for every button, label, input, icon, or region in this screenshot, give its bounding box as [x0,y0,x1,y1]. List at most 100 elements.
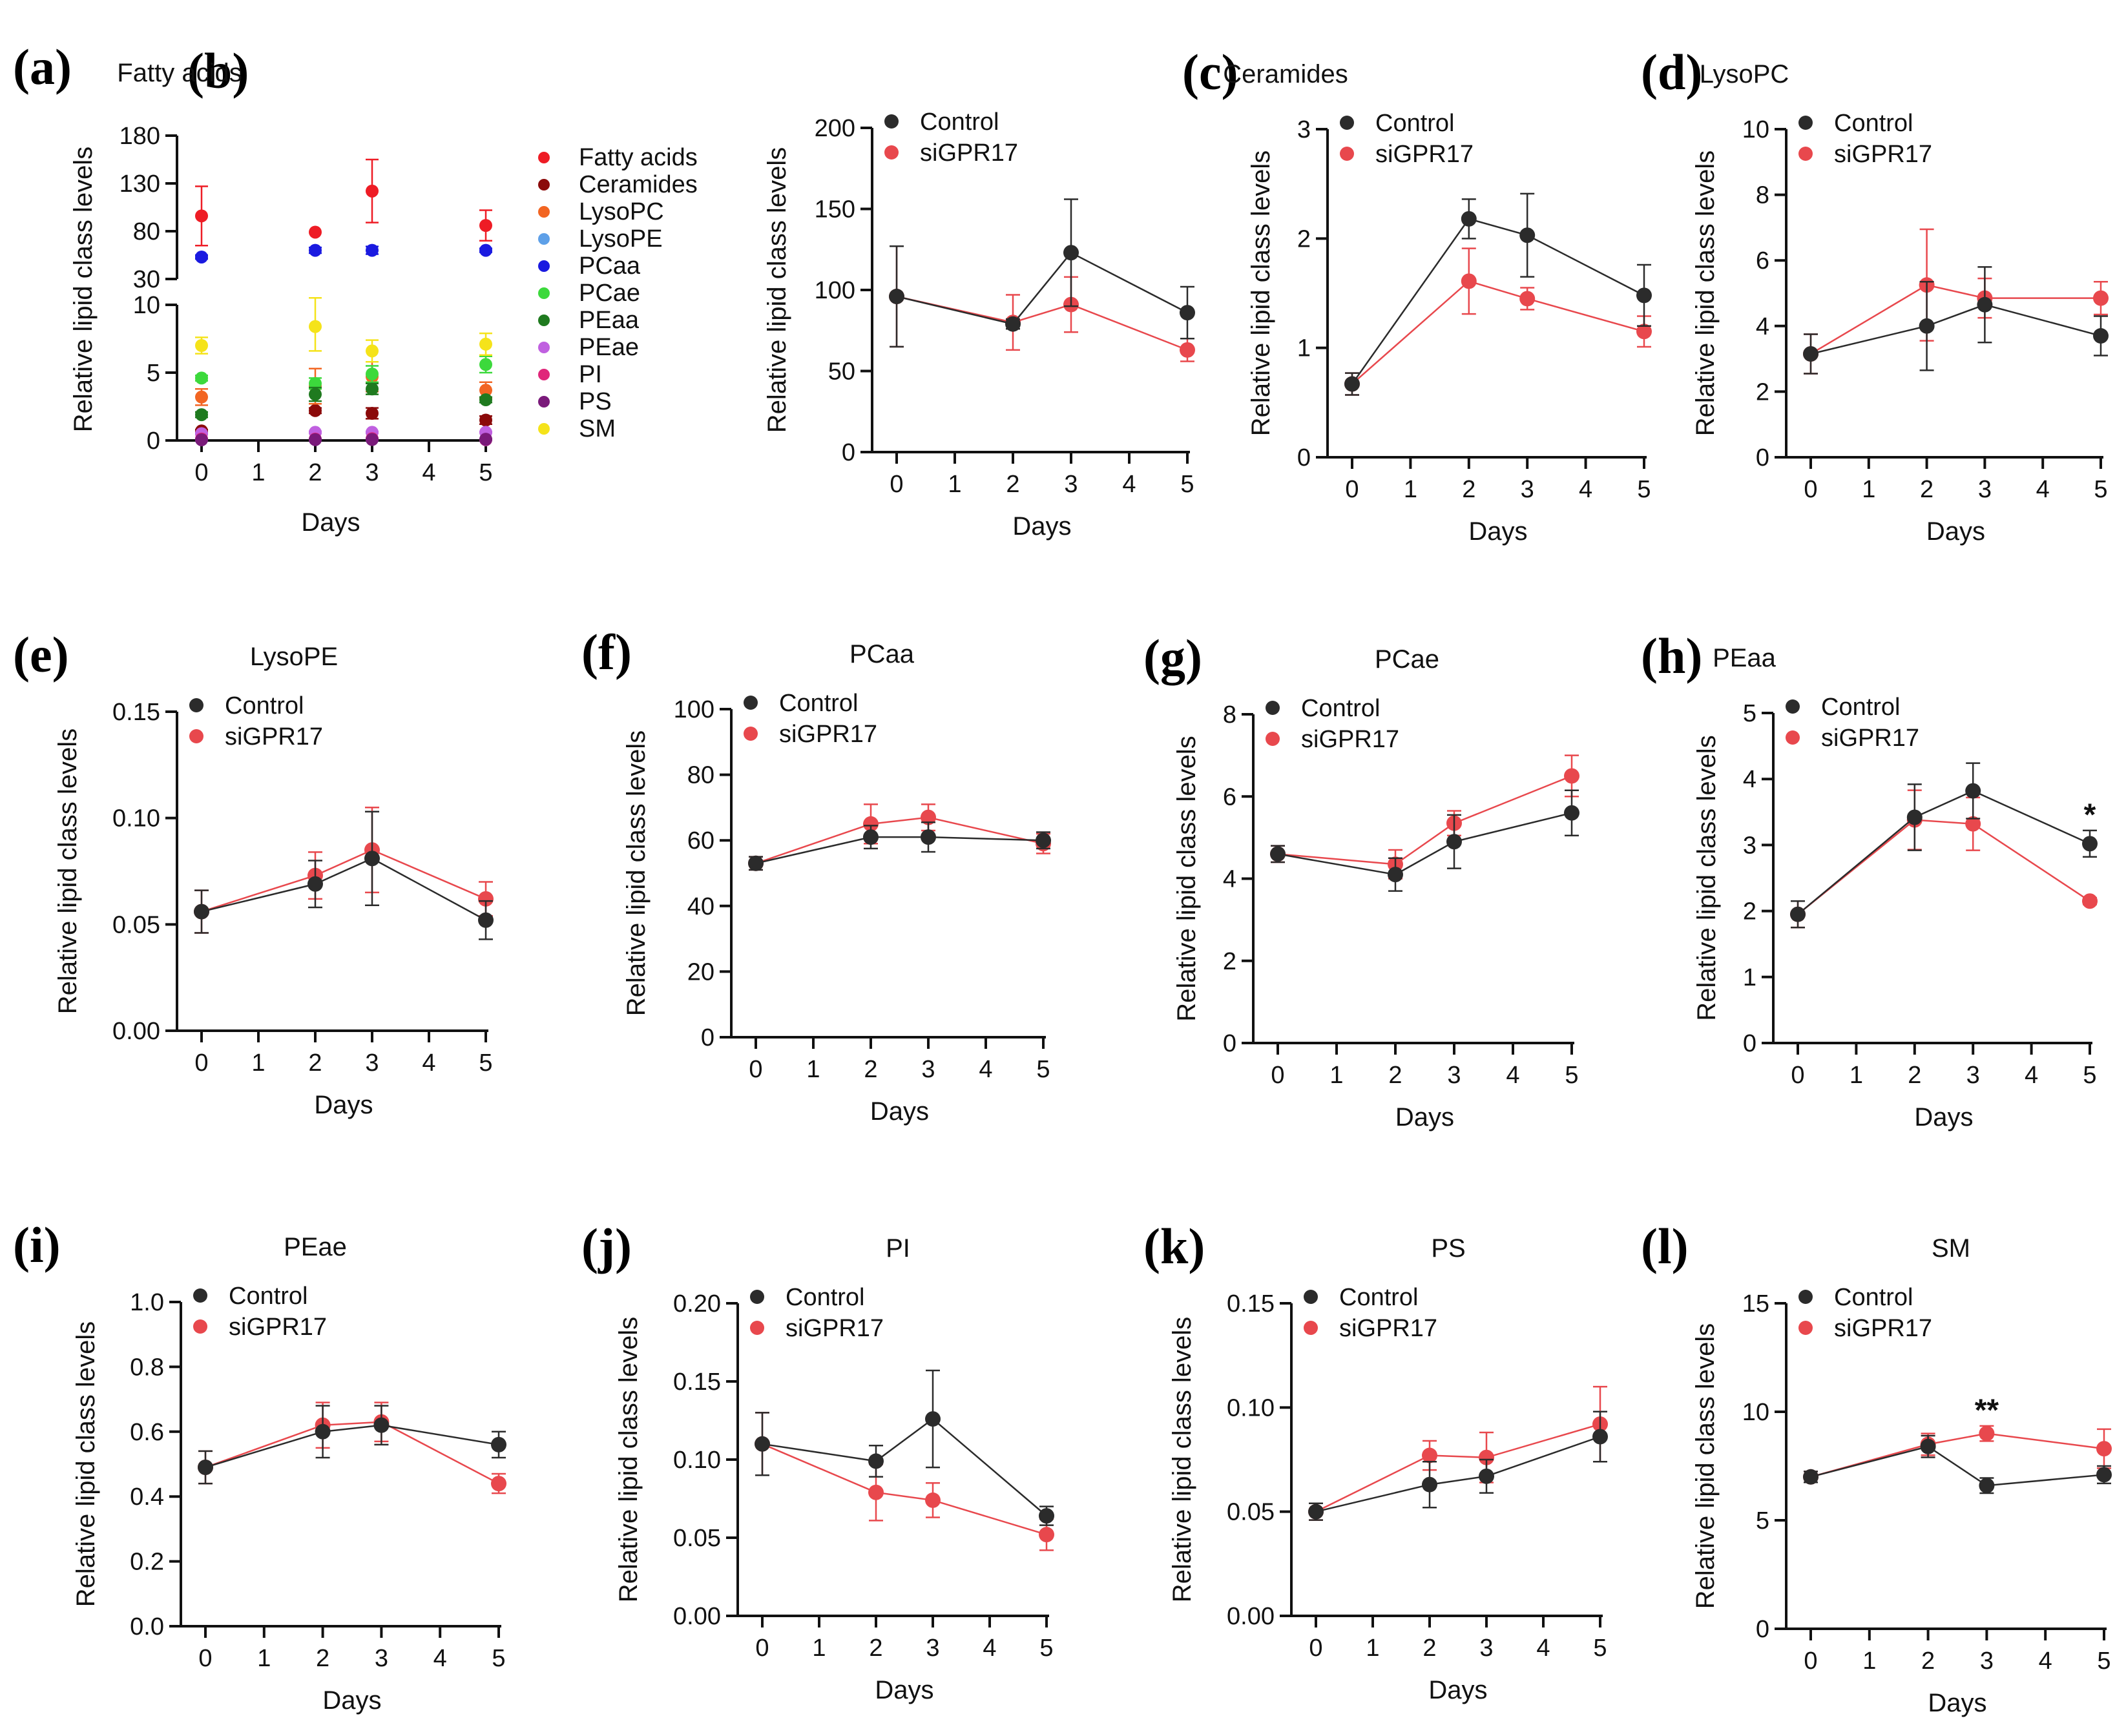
x-tick-label: 0 [755,1635,769,1662]
x-tick-label: 0 [749,1056,762,1083]
panel-letter: (j) [581,1218,632,1274]
x-tick-label: 0 [1271,1062,1284,1089]
y-tick-label: 2 [1223,948,1236,975]
legend-label: siGPR17 [1375,141,1474,168]
panel-title: PI [886,1234,910,1263]
x-tick-label: 3 [375,1645,388,1672]
data-point [1906,809,1923,825]
data-point [309,433,322,446]
y-tick-label: 2 [1297,225,1311,253]
y-tick-label: 0 [842,439,855,466]
y-axis-label: Relative lipid class levels [69,147,98,432]
panel-a: (a) 30 80 130 180 0 5 10 0 1 2 3 4 5 Days Relative lipi… [13,39,698,537]
y-tick-label: 3 [1297,116,1311,143]
y-tick-label: 0 [1223,1030,1236,1057]
x-tick-label: 5 [1036,1056,1050,1083]
data-point [309,388,322,401]
y-axis-label: Relative lipid class levels [72,1321,100,1607]
legend-label: LysoPC [579,198,664,225]
series-line [1277,775,1572,865]
y-axis-label: Relative lipid class levels [763,147,791,433]
data-point [309,377,322,390]
data-point [863,829,879,845]
x-axis-label: Days [1914,1103,1973,1132]
data-point [479,219,492,232]
x-tick-label: 3 [1479,1635,1493,1662]
y-tick-label: 0.05 [112,911,160,938]
data-point [309,225,322,239]
legend-marker [884,145,899,160]
y-tick-label: 2 [1756,378,1769,406]
panel-letter: (f) [581,624,632,680]
legend-marker [750,1290,764,1304]
data-point [1063,245,1079,261]
panel-letter: (i) [13,1217,61,1273]
data-point [921,809,936,825]
x-tick-label: 1 [1329,1062,1343,1089]
y-tick-label: 3 [1743,832,1756,859]
legend-label: PS [579,388,612,415]
legend-marker [744,696,758,710]
legend-marker [538,369,550,380]
x-tick-label: 5 [492,1645,505,1672]
legend-marker [193,1319,207,1334]
data-point [479,433,492,446]
data-point [1636,287,1652,304]
panel-j: (j) PI 0.00 0.05 0.10 0.15 0.20 0 1 2 3 4 5 Days Relat… [581,1218,1054,1704]
x-tick-label: 1 [1862,476,1875,503]
data-point [1979,1425,1995,1442]
x-axis-label: Days [1468,517,1527,546]
panel-letter: (l) [1641,1218,1689,1274]
x-tick-label: 5 [2097,1648,2110,1675]
legend-label: siGPR17 [786,1315,884,1342]
data-point [1461,273,1477,289]
y-tick-label: 0.6 [130,1419,164,1446]
data-point [309,404,322,417]
x-tick-label: 2 [1388,1062,1402,1089]
data-point [1803,1469,1819,1485]
series-line [205,1421,499,1485]
y-tick-label: 0.20 [673,1290,721,1318]
panel-letter: (g) [1143,629,1202,685]
panel-letter: (a) [13,39,72,95]
data-point [478,912,494,928]
x-axis-label: Days [1926,517,1985,546]
y-tick-label: 5 [147,360,160,387]
x-tick-label: 2 [1423,1635,1436,1662]
data-point [195,339,208,352]
y-axis-label: Relative lipid class levels [1247,150,1275,436]
legend-label: siGPR17 [225,723,323,750]
x-axis-label: Days [870,1097,929,1126]
series-sigpr17 [755,1412,1054,1551]
legend-label: Control [1834,1284,1913,1311]
x-tick-label: 5 [2083,1062,2096,1089]
legend-label: SM [579,415,616,442]
legend-label: Control [920,108,999,136]
x-tick-label: 1 [812,1635,826,1662]
data-point [2096,1467,2112,1483]
y-axis-label: Relative lipid class levels [1693,735,1721,1020]
x-tick-label: 4 [1506,1062,1519,1089]
data-point [1422,1447,1437,1463]
x-tick-label: 4 [1122,471,1136,498]
legend-label: siGPR17 [1834,1315,1932,1342]
series-control [1803,266,2109,375]
legend-marker [538,396,550,408]
legend-label: PCae [579,280,640,307]
panel-title: PEaa [1713,644,1777,672]
legend-label: Control [1834,110,1913,137]
y-tick-label: 8 [1756,182,1769,209]
data-point [491,1436,506,1452]
y-axis-label: Relative lipid class levels [1691,1323,1720,1609]
panel-letter: (k) [1143,1218,1205,1274]
legend-marker [189,698,203,712]
y-tick-label: 0 [1756,444,1769,471]
x-tick-label: 5 [1039,1635,1053,1662]
series-sigpr17 [198,1401,506,1494]
legend-label: siGPR17 [229,1314,327,1341]
x-tick-label: 1 [1366,1635,1379,1662]
x-tick-label: 2 [308,1049,322,1077]
y-tick-label: 0.8 [130,1354,164,1381]
panel-title: SM [1932,1234,1970,1263]
data-point [195,250,208,264]
